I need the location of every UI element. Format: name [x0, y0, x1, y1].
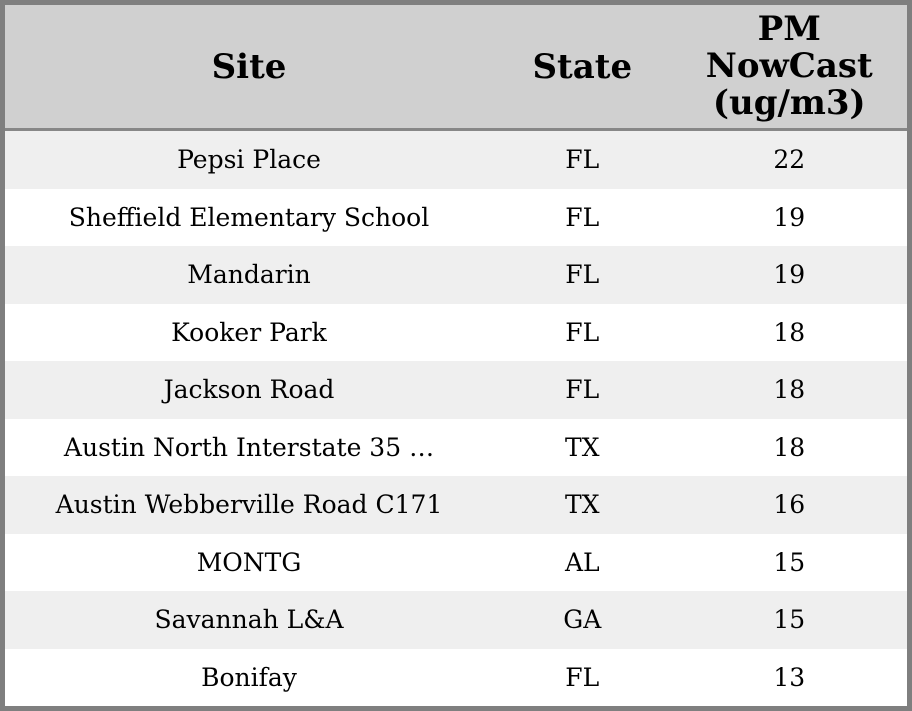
- table-row: Kooker Park FL 18: [5, 303, 907, 361]
- site-cell: Jackson Road: [163, 375, 335, 405]
- site-cell: Pepsi Place: [177, 145, 321, 175]
- pm-value-cell: 22: [773, 145, 806, 175]
- table-row: Austin Webberville Road C171 TX 16: [5, 476, 907, 534]
- table-header-row: Site State PM NowCast (ug/m3): [5, 5, 907, 131]
- pm-value-cell: 18: [773, 375, 806, 405]
- site-cell: Bonifay: [201, 662, 297, 692]
- table-row: Austin North Interstate 35 … TX 18: [5, 418, 907, 476]
- pm-value-cell: 18: [773, 432, 806, 462]
- site-cell: MONTG: [196, 547, 302, 577]
- state-cell: FL: [565, 317, 600, 347]
- table-row: Bonifay FL 13: [5, 648, 907, 706]
- pm-value-cell: 15: [773, 605, 806, 635]
- state-cell: FL: [565, 662, 600, 692]
- column-header-pm-nowcast: PM NowCast (ug/m3): [705, 9, 873, 123]
- pm-value-cell: 19: [773, 202, 806, 232]
- table-row: Sheffield Elementary School FL 19: [5, 188, 907, 246]
- column-header-state: State: [532, 46, 633, 87]
- state-cell: GA: [563, 605, 602, 635]
- site-cell: Savannah L&A: [154, 605, 344, 635]
- table-row: Pepsi Place FL 22: [5, 131, 907, 189]
- site-cell: Kooker Park: [171, 317, 327, 347]
- site-cell: Sheffield Elementary School: [68, 202, 430, 232]
- state-cell: TX: [565, 490, 600, 520]
- table-row: Savannah L&A GA 15: [5, 591, 907, 649]
- site-cell: Austin North Interstate 35 …: [63, 432, 435, 462]
- state-cell: FL: [565, 375, 600, 405]
- site-cell: Austin Webberville Road C171: [55, 490, 443, 520]
- state-cell: FL: [565, 145, 600, 175]
- table-body: Pepsi Place FL 22 Sheffield Elementary S…: [5, 131, 907, 706]
- state-cell: FL: [565, 202, 600, 232]
- state-cell: TX: [565, 432, 600, 462]
- table-row: MONTG AL 15: [5, 533, 907, 591]
- site-cell: Mandarin: [187, 260, 311, 290]
- state-cell: AL: [564, 547, 600, 577]
- column-header-site: Site: [211, 46, 287, 87]
- pm-value-cell: 13: [773, 662, 806, 692]
- table-row: Jackson Road FL 18: [5, 361, 907, 419]
- pm-value-cell: 15: [773, 547, 806, 577]
- pm-value-cell: 19: [773, 260, 806, 290]
- pm-value-cell: 16: [773, 490, 806, 520]
- table-row: Mandarin FL 19: [5, 246, 907, 304]
- pm-value-cell: 18: [773, 317, 806, 347]
- state-cell: FL: [565, 260, 600, 290]
